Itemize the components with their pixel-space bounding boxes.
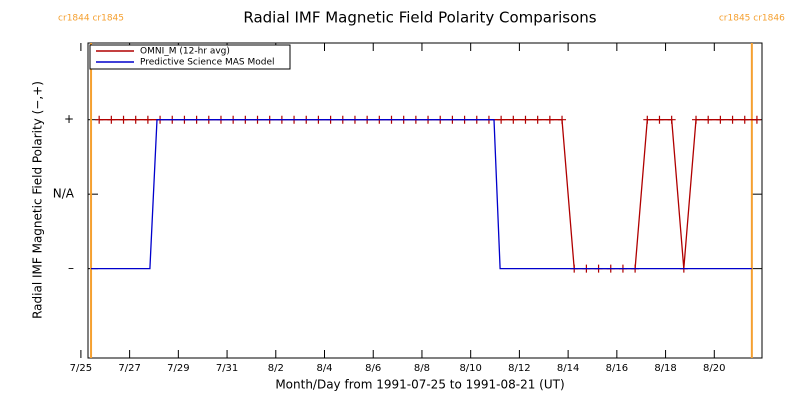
x-tick-label: 8/10 (459, 363, 481, 374)
legend-label: OMNI_M (12-hr avg) (140, 47, 230, 57)
x-tick-label: 8/2 (268, 363, 284, 374)
x-tick-label: 8/18 (654, 363, 676, 374)
point-marker (558, 115, 567, 124)
point-marker (545, 115, 554, 124)
point-marker (131, 115, 140, 124)
point-marker (704, 115, 713, 124)
point-marker (716, 115, 725, 124)
point-marker (119, 115, 128, 124)
point-marker (740, 115, 749, 124)
y-axis-label: Radial IMF Magnetic Field Polarity (−,+) (31, 81, 45, 319)
point-marker (107, 115, 116, 124)
legend-label: Predictive Science MAS Model (140, 58, 275, 68)
x-tick-label: 8/16 (606, 363, 628, 374)
annotation: cr1845 cr1846 (719, 14, 785, 24)
x-tick-label: 7/27 (118, 363, 140, 374)
x-tick-label: 7/31 (216, 363, 238, 374)
x-tick-label: 8/20 (703, 363, 725, 374)
point-marker (667, 115, 676, 124)
x-tick-label: 8/4 (316, 363, 332, 374)
chart-title: Radial IMF Magnetic Field Polarity Compa… (243, 9, 596, 27)
point-marker (643, 115, 652, 124)
y-tick-label: + (64, 112, 74, 126)
point-marker (143, 115, 152, 124)
x-tick-label: 8/8 (414, 363, 430, 374)
x-axis-label: Month/Day from 1991-07-25 to 1991-08-21 … (275, 378, 564, 392)
plot-frame (87, 42, 763, 359)
y-tick-label: – (68, 261, 74, 275)
point-marker (655, 115, 664, 124)
point-marker (692, 115, 701, 124)
x-tick-label: 7/25 (70, 363, 92, 374)
y-tick-label: N/A (53, 187, 75, 201)
point-marker (521, 115, 530, 124)
point-marker (95, 115, 104, 124)
point-marker (752, 115, 761, 124)
x-tick-label: 8/14 (557, 363, 579, 374)
point-marker (509, 115, 518, 124)
x-tick-label: 8/12 (508, 363, 530, 374)
x-tick-label: 7/29 (167, 363, 189, 374)
point-marker (533, 115, 542, 124)
point-marker (728, 115, 737, 124)
point-marker (497, 115, 506, 124)
legend-box (89, 44, 291, 70)
x-tick-label: 8/6 (365, 363, 381, 374)
annotation: cr1844 cr1845 (58, 14, 124, 24)
series-line (91, 119, 752, 270)
